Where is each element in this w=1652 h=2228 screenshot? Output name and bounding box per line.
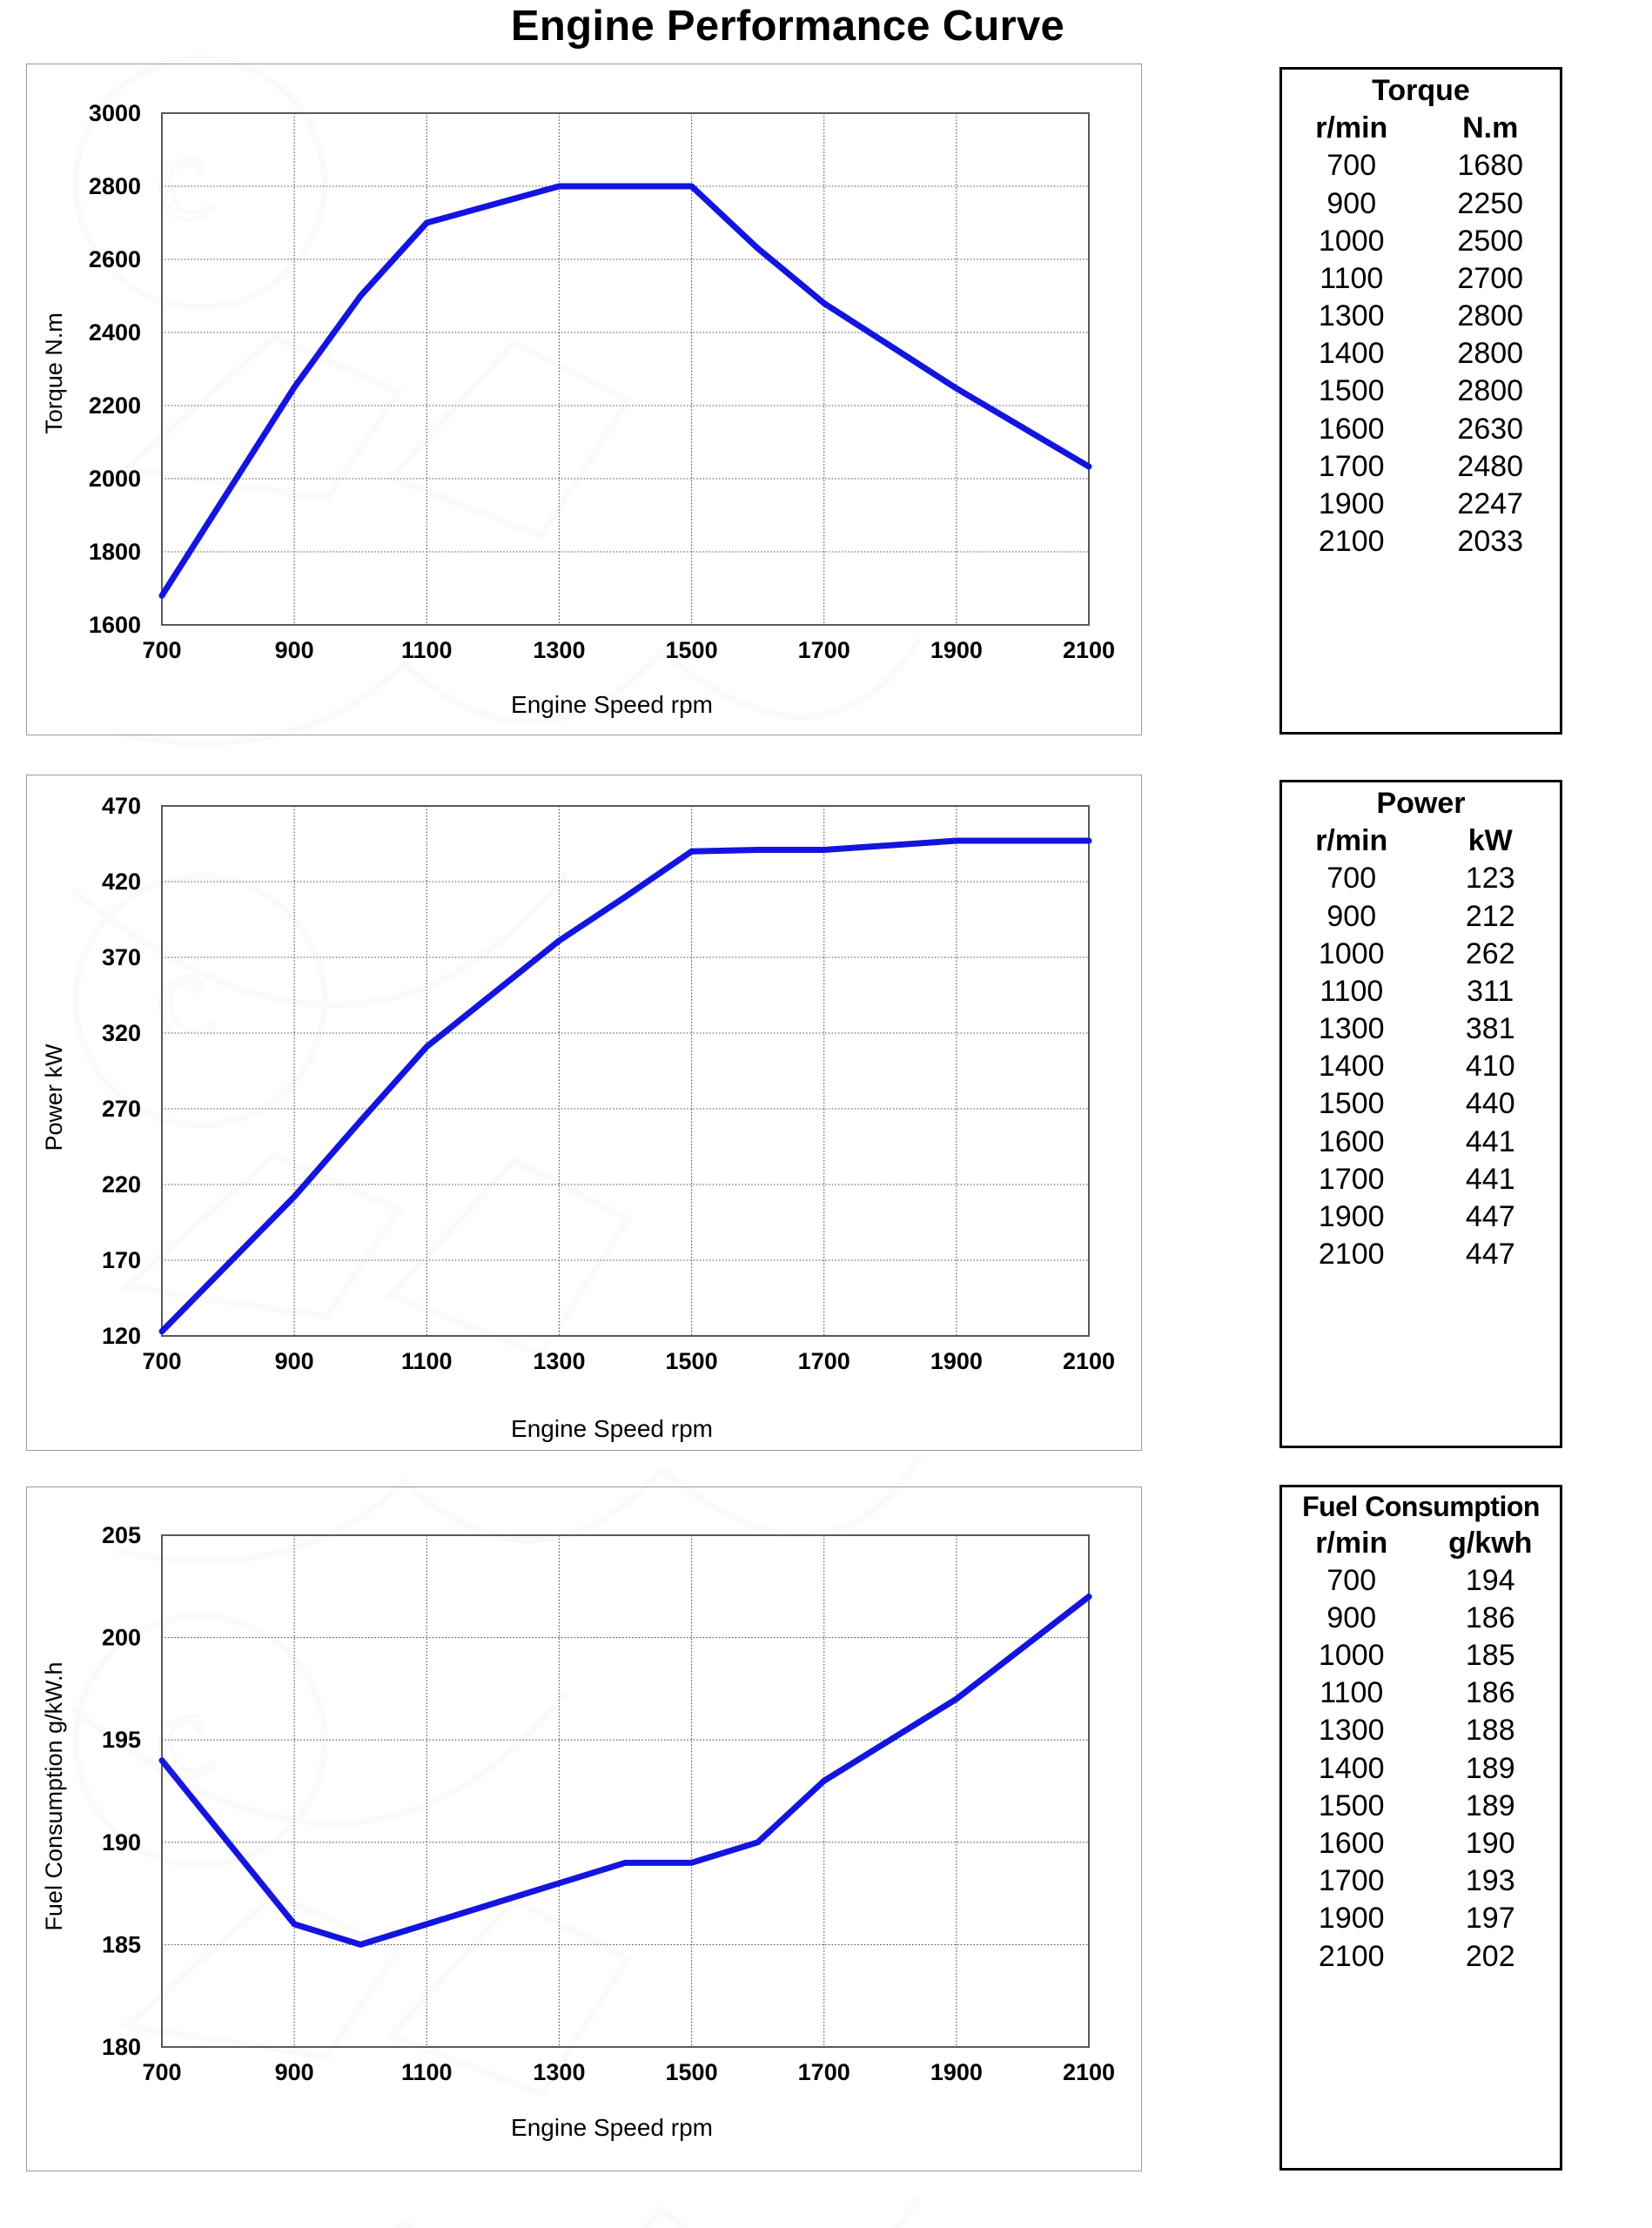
svg-text:1300: 1300 — [533, 2059, 585, 2085]
svg-text:2600: 2600 — [89, 246, 141, 272]
svg-text:470: 470 — [102, 793, 141, 819]
svg-text:120: 120 — [102, 1323, 141, 1349]
svg-text:270: 270 — [102, 1096, 141, 1122]
svg-text:700: 700 — [142, 637, 181, 663]
svg-text:700: 700 — [142, 1348, 181, 1374]
svg-text:900: 900 — [275, 637, 314, 663]
svg-text:1100: 1100 — [401, 2059, 453, 2085]
svg-text:1100: 1100 — [401, 1348, 453, 1374]
svg-text:1500: 1500 — [666, 2059, 718, 2085]
svg-text:1900: 1900 — [930, 637, 983, 663]
svg-text:900: 900 — [275, 2059, 314, 2085]
svg-text:Engine Speed rpm: Engine Speed rpm — [511, 691, 713, 718]
svg-text:185: 185 — [102, 1931, 141, 1957]
svg-text:195: 195 — [102, 1727, 141, 1753]
svg-text:2200: 2200 — [89, 393, 141, 419]
svg-text:420: 420 — [102, 869, 141, 895]
svg-text:1900: 1900 — [930, 1348, 983, 1374]
svg-text:190: 190 — [102, 1829, 141, 1856]
svg-text:700: 700 — [142, 2059, 181, 2085]
svg-text:2100: 2100 — [1063, 1348, 1115, 1374]
svg-text:2100: 2100 — [1063, 637, 1115, 663]
svg-text:Engine Speed rpm: Engine Speed rpm — [511, 2114, 713, 2141]
svg-text:1700: 1700 — [798, 637, 850, 663]
svg-text:2000: 2000 — [89, 466, 141, 492]
svg-text:1900: 1900 — [930, 2059, 983, 2085]
svg-text:180: 180 — [102, 2034, 141, 2060]
svg-text:205: 205 — [102, 1522, 141, 1548]
svg-text:1700: 1700 — [798, 2059, 850, 2085]
svg-text:200: 200 — [102, 1625, 141, 1651]
svg-text:1700: 1700 — [798, 1348, 850, 1374]
svg-text:Fuel Consumption g/kW.h: Fuel Consumption g/kW.h — [41, 1661, 67, 1930]
svg-text:Engine Speed rpm: Engine Speed rpm — [511, 1415, 713, 1442]
svg-text:1500: 1500 — [666, 1348, 718, 1374]
svg-text:Torque N.m: Torque N.m — [41, 312, 67, 434]
svg-text:1300: 1300 — [533, 637, 585, 663]
svg-text:2400: 2400 — [89, 319, 141, 346]
svg-text:2100: 2100 — [1063, 2059, 1115, 2085]
svg-text:1300: 1300 — [533, 1348, 585, 1374]
svg-text:900: 900 — [275, 1348, 314, 1374]
svg-text:1600: 1600 — [89, 612, 141, 638]
svg-text:1500: 1500 — [666, 637, 718, 663]
svg-text:1100: 1100 — [401, 637, 453, 663]
svg-text:220: 220 — [102, 1171, 141, 1198]
svg-text:320: 320 — [102, 1020, 141, 1046]
svg-text:370: 370 — [102, 944, 141, 970]
svg-text:170: 170 — [102, 1247, 141, 1273]
svg-text:2800: 2800 — [89, 173, 141, 199]
svg-text:3000: 3000 — [89, 100, 141, 126]
svg-text:Power kW: Power kW — [41, 1044, 67, 1151]
svg-text:1800: 1800 — [89, 539, 141, 565]
